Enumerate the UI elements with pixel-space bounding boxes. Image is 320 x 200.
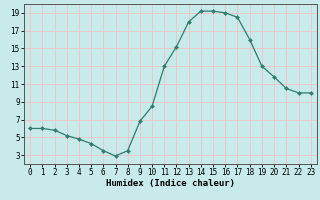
X-axis label: Humidex (Indice chaleur): Humidex (Indice chaleur) [106, 179, 235, 188]
